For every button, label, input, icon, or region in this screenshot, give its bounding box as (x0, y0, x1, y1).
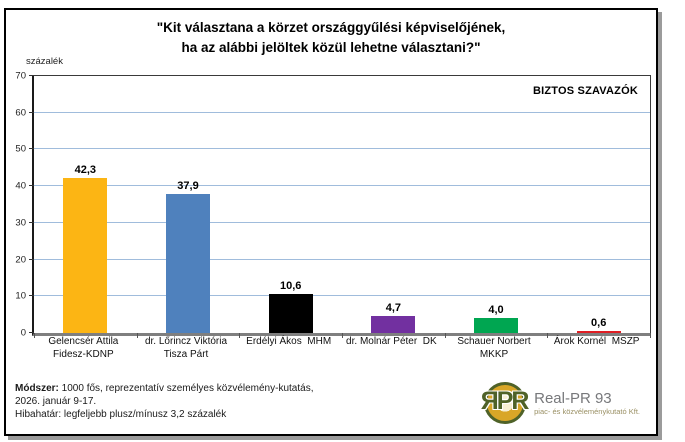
category-label-line: dr. Lőrincz Viktória (144, 336, 228, 347)
bar-value-label: 42,3 (74, 163, 97, 176)
category-label-line: Erdélyi Ákos MHM (246, 336, 332, 347)
emblem-circle (484, 382, 527, 424)
category-label: dr. Molnár Péter DK (340, 336, 443, 361)
gridline-40 (34, 185, 650, 187)
bar-column-2: 37,9 (137, 76, 240, 333)
y-tick-mark-0 (29, 332, 34, 333)
bar-value-label: 0,6 (591, 316, 607, 329)
gridline-10 (34, 295, 650, 297)
x-tick-mark-4 (444, 333, 446, 338)
bar (63, 177, 108, 333)
category-label-line: Tisza Párt (163, 348, 209, 360)
logo-company-name: Real-PR 93 (534, 390, 612, 407)
category-label-line: Árok Kornél MSZP (553, 336, 640, 347)
y-tick-mark-30 (29, 221, 34, 223)
methodology-line-2: 2026. január 9-17. (15, 396, 97, 407)
gridline-60 (34, 111, 650, 113)
x-tick-mark-1 (136, 333, 138, 338)
methodology-note: Módszer: 1000 fős, reprezentatív személy… (15, 382, 313, 421)
y-tick-label-60: 60 (15, 107, 26, 119)
methodology-label: Módszer: (15, 383, 59, 394)
category-label-line: Gelencsér Attila (48, 336, 119, 347)
bar (474, 318, 519, 333)
category-label-line: Schauer Norbert (457, 336, 531, 347)
y-tick-label-10: 10 (15, 290, 26, 302)
bar-value-label: 37,9 (177, 179, 199, 192)
x-tick-mark-3 (342, 333, 343, 338)
logo-tagline: piac- és közvéleménykutató Kft. (534, 407, 640, 416)
category-label: dr. Lőrincz Viktória Tisza Párt (135, 336, 238, 361)
bars-row: 42,3 37,9 10,6 4,7 4,0 0,6 (34, 76, 650, 333)
y-axis-title: százalék (26, 56, 63, 67)
emblem-monogram: ЯPR (480, 387, 530, 415)
x-tick-mark-2 (239, 333, 241, 338)
y-tick-mark-60 (29, 111, 34, 113)
y-tick-label-40: 40 (15, 180, 26, 192)
category-label-line: dr. Molnár Péter DK (346, 336, 437, 347)
real-pr-93-logo: ЯPR Real-PR 93 piac- és közvéleménykutat… (478, 380, 640, 426)
y-tick-label-0: 0 (20, 327, 26, 339)
methodology-line-3: Hibahatár: legfeljebb plusz/mínusz 3,2 s… (15, 409, 227, 420)
category-label: Erdélyi Ákos MHM (237, 336, 340, 361)
x-tick-mark-0 (34, 333, 35, 338)
bar-column-6: 0,6 (547, 76, 650, 333)
category-label: Schauer Norbert MKKP (443, 336, 546, 361)
poll-report-frame: "Kit választana a körzet országgyűlési k… (4, 8, 658, 436)
title-line-1: "Kit választana a körzet országgyűlési k… (156, 20, 506, 35)
bar-value-label: 10,6 (279, 280, 302, 293)
gridline-20 (34, 258, 650, 260)
bar-chart-plot-area: BIZTOS SZAVAZÓK 42,3 37,9 10,6 4,7 4,0 0,6 0 1… (15, 71, 651, 339)
x-tick-mark-5 (547, 333, 549, 338)
category-label: Gelencsér Attila Fidesz-KDNP (32, 336, 135, 361)
bar-column-5: 4,0 (445, 76, 548, 333)
bar (268, 294, 313, 333)
real-pr-emblem-icon: ЯPR (478, 380, 530, 426)
gridline-50 (34, 148, 650, 150)
y-tick-label-30: 30 (15, 217, 26, 229)
voter-segment-label: BIZTOS SZAVAZÓK (532, 85, 638, 97)
bar-column-4: 4,7 (342, 76, 445, 333)
y-tick-label-20: 20 (15, 254, 26, 266)
bar (371, 315, 416, 333)
y-tick-label-50: 50 (15, 143, 26, 155)
category-label-line: Fidesz-KDNP (53, 348, 114, 360)
bar (166, 193, 210, 333)
category-axis-labels: Gelencsér Attila Fidesz-KDNP dr. Lőrincz V… (32, 336, 648, 361)
y-tick-label-70: 70 (15, 70, 26, 82)
bar-value-label: 4,0 (488, 304, 504, 317)
logo-text: Real-PR 93 piac- és közvéleménykutató Kf… (534, 390, 640, 416)
methodology-line-1: Módszer: 1000 fős, reprezentatív személy… (15, 382, 313, 395)
y-tick-mark-10 (29, 295, 34, 297)
methodology-text: 1000 fős, reprezentatív személyes közvél… (58, 383, 314, 394)
y-tick-mark-70 (29, 75, 34, 76)
category-label: Árok Kornél MSZP (545, 336, 648, 361)
bar-column-1: 42,3 (34, 76, 137, 333)
category-label-line: MKKP (479, 348, 509, 360)
page-title: "Kit választana a körzet országgyűlési k… (6, 18, 656, 58)
x-tick-mark-6 (650, 333, 651, 338)
y-tick-mark-50 (29, 148, 34, 150)
y-tick-mark-40 (29, 185, 34, 187)
title-line-2: ha az alábbi jelöltek közül lehetne vála… (181, 40, 481, 55)
bar (576, 330, 621, 333)
bar-value-label: 4,7 (385, 301, 401, 314)
bar-column-3: 10,6 (239, 76, 342, 333)
y-tick-mark-20 (29, 258, 34, 260)
gridline-30 (34, 221, 650, 223)
